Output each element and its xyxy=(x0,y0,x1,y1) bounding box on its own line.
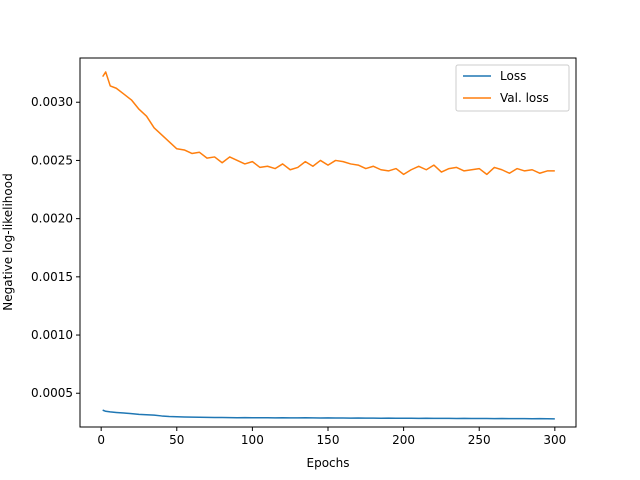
x-tick-label: 300 xyxy=(543,433,566,447)
y-tick-label: 0.0015 xyxy=(31,270,73,284)
x-tick-label: 200 xyxy=(392,433,415,447)
series-line-1 xyxy=(102,71,555,176)
plot-area xyxy=(79,57,577,428)
y-tick-label: 0.0005 xyxy=(31,386,73,400)
x-axis-label: Epochs xyxy=(307,456,350,470)
x-tick-label: 0 xyxy=(97,433,105,447)
y-tick-label: 0.0010 xyxy=(31,328,73,342)
series-line-0 xyxy=(102,409,555,420)
legend: Loss Val. loss xyxy=(455,64,570,112)
y-tick-label: 0.0030 xyxy=(31,95,73,109)
x-tick-label: 250 xyxy=(468,433,491,447)
legend-label-1: Val. loss xyxy=(500,91,549,105)
y-axis-label: Negative log-likelihood xyxy=(1,173,15,310)
x-tick-label: 150 xyxy=(317,433,340,447)
y-tick-label: 0.0020 xyxy=(31,212,73,226)
axes-layer: 0 50 100 150 200 250 300 0.0005 0.0010 0.0015 0.00… xyxy=(31,95,566,447)
series-layer xyxy=(102,71,555,420)
y-tick-label: 0.0025 xyxy=(31,153,73,167)
plot-frame xyxy=(79,57,577,428)
legend-label-0: Loss xyxy=(500,69,526,83)
x-tick-label: 100 xyxy=(241,433,264,447)
x-tick-label: 50 xyxy=(169,433,184,447)
